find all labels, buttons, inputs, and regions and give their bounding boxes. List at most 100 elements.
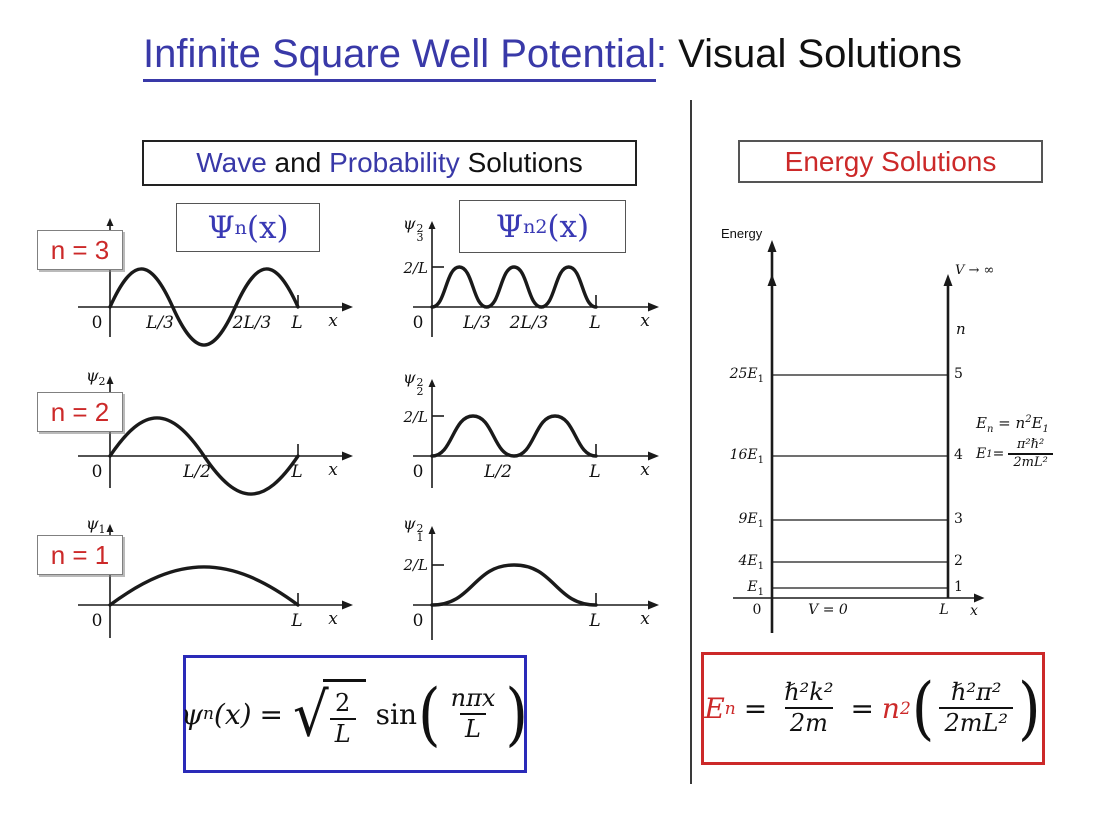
tick-0: 0 <box>412 611 424 631</box>
E: E <box>976 446 987 463</box>
level-label-E1: E1 <box>698 579 764 598</box>
psi-sub: 2 <box>416 385 424 398</box>
tick-2L3: 2L/3 <box>232 313 272 333</box>
level-sub: 1 <box>757 518 764 530</box>
tick-0: 0 <box>91 611 103 631</box>
n2-label: n = 2 <box>50 396 110 427</box>
psi-symbol: Ψ <box>495 208 524 245</box>
energy-diagram <box>733 240 985 633</box>
fraction: ℏ²π² 2mL² <box>939 678 1014 738</box>
right-paren: ) <box>1018 668 1041 749</box>
equals: = <box>993 414 1016 432</box>
v-zero-label: V = 0 <box>808 602 848 618</box>
left-paren: ( <box>417 673 441 755</box>
tick-L: L <box>589 313 601 333</box>
numerator: 2 <box>335 689 351 718</box>
level-label-4E1: 4E1 <box>698 553 764 572</box>
tick-L: L <box>291 611 303 631</box>
psi-arg: (x) <box>547 208 590 245</box>
level-e: 4E <box>738 553 758 569</box>
level-e: 9E <box>738 511 758 527</box>
psi-glyph: ψ <box>403 368 416 387</box>
denominator: L <box>460 712 486 744</box>
page-title: Infinite Square Well Potential: Visual S… <box>0 30 1105 82</box>
right-paren: ) <box>505 673 529 755</box>
energy-levels <box>772 374 948 589</box>
tick-0: 0 <box>91 462 103 482</box>
n-value-4: 4 <box>954 447 963 463</box>
n-sup: 2 <box>899 698 911 719</box>
axes <box>78 224 648 640</box>
level-sub: 1 <box>757 560 764 572</box>
denominator: 2mL² <box>939 707 1014 738</box>
equals: = <box>992 446 1005 463</box>
xaxis-label: x <box>640 609 650 629</box>
psi-sup: 2 <box>535 215 548 238</box>
xaxis-label: x <box>640 460 650 480</box>
tick-L2: L/2 <box>183 462 211 482</box>
E1-sub: 1 <box>1042 424 1049 435</box>
En-relation-equation: En = n2E1 <box>976 414 1049 435</box>
level-label-25E1: 25E1 <box>698 366 764 385</box>
equals: = <box>743 692 768 725</box>
n1-label: n = 1 <box>50 539 110 570</box>
amp-tick-label: 2/L <box>403 259 428 277</box>
fraction: π²ℏ² 2mL² <box>1008 437 1053 471</box>
left-paren: ( <box>911 668 935 749</box>
xaxis-label: x <box>970 603 978 619</box>
level-e: 25E <box>729 366 758 382</box>
amp-tick-label: 2/L <box>403 556 428 574</box>
psi-sup: 2 <box>416 522 424 535</box>
level-sub: 1 <box>757 586 764 598</box>
prob-n2-curve <box>430 414 598 458</box>
title-highlight: Infinite Square Well Potential <box>142 32 656 82</box>
axis-arrowheads <box>106 218 659 610</box>
level-label-9E1: 9E1 <box>698 511 764 530</box>
curves <box>108 265 598 607</box>
denominator: L <box>329 718 356 749</box>
E-sub: n <box>986 424 994 435</box>
tick-L2: L/2 <box>484 462 512 482</box>
tick-0: 0 <box>412 313 424 333</box>
header-solutions: Solutions <box>459 147 583 178</box>
E-sub: 1 <box>986 448 993 460</box>
tick-L: L <box>589 611 601 631</box>
psi2-axis-label: ψ2 <box>86 366 106 388</box>
psi-sub: n <box>202 704 214 724</box>
radical-sign: √ <box>293 680 329 751</box>
psi-sub: 1 <box>98 523 106 537</box>
level-e: E <box>747 579 758 595</box>
header-wave: Wave <box>196 147 267 178</box>
n-value-5: 5 <box>954 366 963 382</box>
fraction: ℏ²k² 2m <box>779 679 838 737</box>
numerator: nπx <box>450 683 496 712</box>
fraction: nπx L <box>446 683 501 744</box>
psi-sup: 2 <box>416 376 424 389</box>
header-probability: Probability <box>329 147 460 178</box>
n2-label-box: n = 2 <box>37 392 123 432</box>
numerator: ℏ²π² <box>950 678 1002 707</box>
tick-L: L <box>291 462 303 482</box>
well-origin-label: 0 <box>752 602 762 618</box>
vertical-divider <box>690 100 692 784</box>
denominator: 2mL² <box>1008 452 1053 471</box>
n-column-header: n <box>956 320 966 338</box>
equals: = <box>259 697 283 731</box>
denominator: 2m <box>784 707 833 738</box>
psi-sub: 3 <box>416 231 424 244</box>
level-sub: 1 <box>757 454 764 466</box>
wave-n1-curve <box>108 565 300 607</box>
tick-2L3: 2L/3 <box>509 313 549 333</box>
title-tail: Visual Solutions <box>667 32 962 76</box>
n-value-1: 1 <box>954 579 963 595</box>
